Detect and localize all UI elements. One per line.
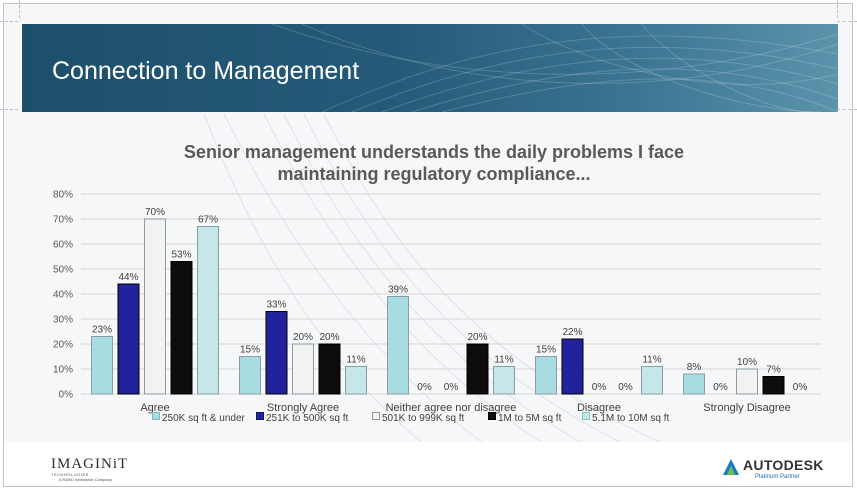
bar — [170, 261, 193, 395]
data-label: 11% — [494, 355, 513, 366]
bar — [197, 226, 219, 395]
legend-label: 1M to 5M sq ft — [498, 413, 562, 424]
bar — [641, 366, 663, 395]
guide-dash — [837, 0, 838, 18]
legend-swatch — [256, 412, 264, 420]
chart-area: Senior management understands the daily … — [24, 114, 844, 444]
data-label: 15% — [240, 345, 260, 356]
legend-item: 5.1M to 10M sq ft — [582, 412, 669, 424]
legend-swatch — [582, 412, 590, 420]
imaginit-logo: IMAGINiT — [51, 456, 129, 472]
chart-background-swirls — [203, 114, 665, 444]
data-label: 11% — [346, 355, 365, 366]
legend-item: 1M to 5M sq ft — [488, 412, 561, 424]
y-tick-label: 40% — [53, 290, 73, 301]
data-label: 23% — [92, 325, 112, 336]
legend-item: 501K to 999K sq ft — [372, 412, 464, 424]
data-label: 20% — [293, 332, 313, 343]
data-label: 0% — [793, 382, 808, 393]
bar — [265, 311, 288, 395]
chart-title-line-2: maintaining regulatory compliance... — [277, 164, 591, 184]
y-tick-label: 80% — [53, 190, 73, 201]
guide-dash — [0, 21, 18, 22]
x-category-label: Neither agree nor disagree — [386, 402, 517, 414]
data-label: 33% — [266, 300, 286, 311]
autodesk-logo-icon — [723, 459, 739, 475]
bar — [762, 376, 785, 395]
y-tick-label: 50% — [53, 265, 73, 276]
data-label: 67% — [198, 215, 218, 226]
slide-title: Connection to Management — [52, 57, 360, 85]
legend-swatch — [372, 412, 380, 420]
data-label: 70% — [145, 207, 165, 218]
legend-label: 251K to 500K sq ft — [266, 413, 349, 424]
bar — [493, 366, 515, 395]
data-label: 0% — [444, 382, 459, 393]
data-label: 20% — [319, 332, 339, 343]
bar — [466, 343, 489, 395]
legend-item: 250K sq ft & under — [152, 412, 245, 424]
bar-chart: 0% 10% 20% 30% 40% 50% 60% 70% 80% 23% 44% 70% 53% 67… — [53, 190, 821, 414]
data-label: 8% — [687, 362, 702, 373]
data-label: 22% — [562, 327, 582, 338]
y-tick-label: 0% — [59, 390, 74, 401]
guide-dash — [837, 109, 857, 110]
guide-dash — [837, 21, 857, 22]
data-label: 15% — [536, 345, 556, 356]
autodesk-logo: AUTODESK — [743, 457, 824, 473]
bar — [561, 338, 584, 395]
x-category-label: Strongly Agree — [267, 402, 339, 414]
data-label: 10% — [737, 357, 757, 368]
y-tick-label: 70% — [53, 215, 73, 226]
y-tick-label: 20% — [53, 340, 73, 351]
y-tick-label: 60% — [53, 240, 73, 251]
slide-footer — [4, 442, 852, 486]
data-label: 11% — [642, 355, 661, 366]
bar — [345, 366, 367, 395]
data-label: 0% — [618, 382, 633, 393]
bar — [318, 343, 341, 395]
data-label: 53% — [171, 250, 191, 261]
bar — [239, 356, 261, 395]
imaginit-logo-tagline: A RAND Worldwide Company — [59, 477, 112, 482]
bar — [387, 296, 409, 395]
x-category-label: Disagree — [577, 402, 621, 414]
chart-title: Senior management understands the daily … — [24, 141, 844, 185]
bar — [683, 373, 705, 395]
data-label: 7% — [766, 365, 781, 376]
data-label: 20% — [467, 332, 487, 343]
legend-swatch — [152, 412, 160, 420]
bar — [91, 336, 113, 395]
x-category-label: Agree — [140, 402, 169, 414]
data-label: 0% — [417, 382, 432, 393]
legend-label: 250K sq ft & under — [162, 413, 245, 424]
guide-dash — [19, 0, 20, 18]
data-label: 0% — [713, 382, 728, 393]
legend-label: 5.1M to 10M sq ft — [592, 413, 670, 424]
chart-title-line-1: Senior management understands the daily … — [183, 142, 685, 162]
legend-item: 251K to 500K sq ft — [256, 412, 348, 424]
bar — [144, 218, 166, 395]
data-label: 39% — [388, 285, 408, 296]
y-tick-label: 30% — [53, 315, 73, 326]
guide-dash — [0, 109, 18, 110]
bar — [736, 368, 758, 395]
bar — [117, 283, 140, 395]
banner-swirl-graphic — [271, 24, 838, 112]
slide: Connection to Management Senior manageme… — [3, 3, 853, 487]
legend-label: 501K to 999K sq ft — [382, 413, 465, 424]
data-label: 0% — [592, 382, 607, 393]
legend-swatch — [488, 412, 496, 420]
imaginit-logo-subtitle: TECHNOLOGIES — [51, 472, 89, 477]
data-label: 44% — [118, 272, 138, 283]
bar — [292, 343, 314, 395]
y-tick-label: 10% — [53, 365, 73, 376]
title-banner: Connection to Management — [22, 24, 838, 112]
bar — [535, 356, 557, 395]
autodesk-partner-label: Platinum Partner — [755, 474, 800, 480]
x-category-label: Strongly Disagree — [703, 402, 790, 414]
